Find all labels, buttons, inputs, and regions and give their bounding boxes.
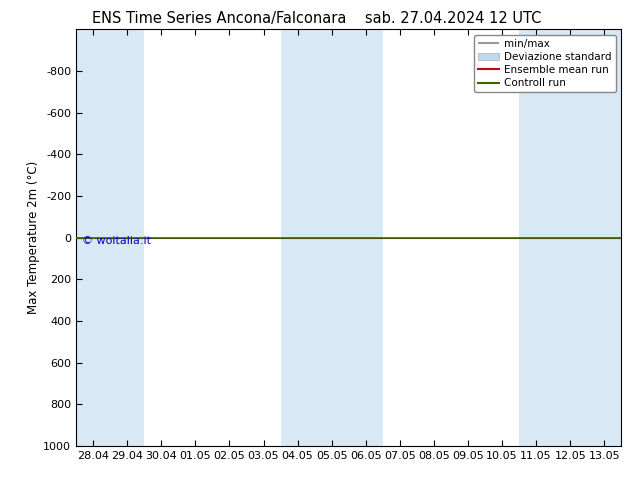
Legend: min/max, Deviazione standard, Ensemble mean run, Controll run: min/max, Deviazione standard, Ensemble m… xyxy=(474,35,616,92)
Bar xyxy=(76,29,110,446)
Bar xyxy=(587,29,621,446)
Text: © woitalia.it: © woitalia.it xyxy=(82,236,150,245)
Bar xyxy=(553,29,587,446)
Bar xyxy=(314,29,349,446)
Bar xyxy=(349,29,383,446)
Y-axis label: Max Temperature 2m (°C): Max Temperature 2m (°C) xyxy=(27,161,41,314)
Text: ENS Time Series Ancona/Falconara    sab. 27.04.2024 12 UTC: ENS Time Series Ancona/Falconara sab. 27… xyxy=(93,11,541,26)
Bar xyxy=(280,29,314,446)
Bar xyxy=(110,29,144,446)
Bar xyxy=(519,29,553,446)
